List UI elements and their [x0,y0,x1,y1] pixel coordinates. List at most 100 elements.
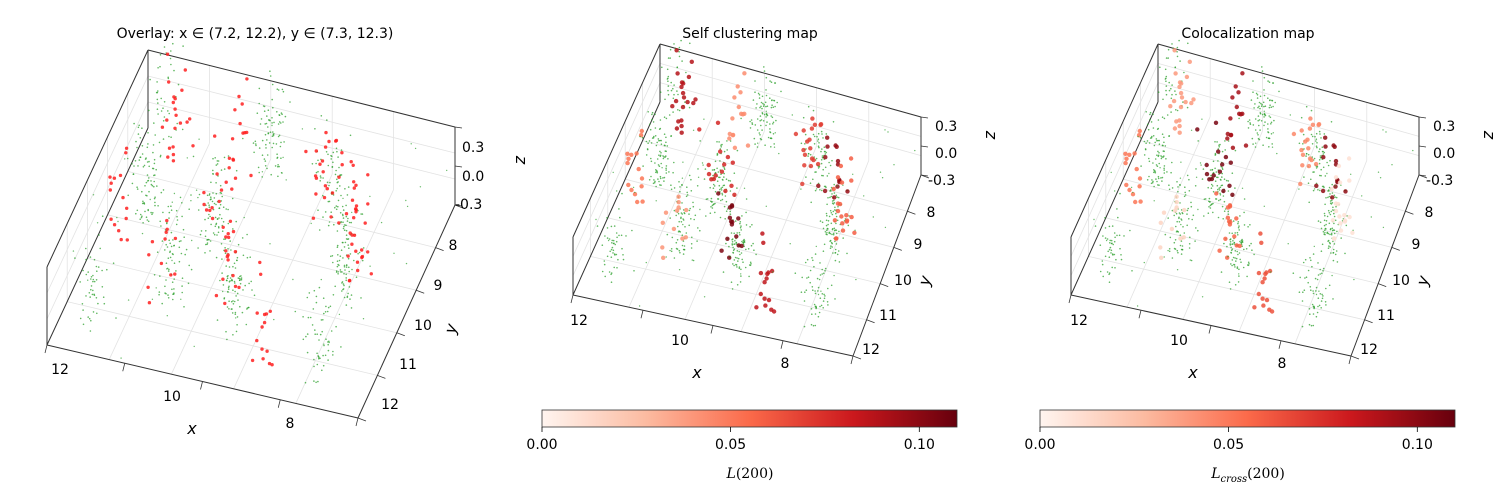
axis-line [1350,174,1420,357]
green-point [914,149,916,152]
green-point [1335,205,1337,208]
green-point [197,196,199,199]
red-point [259,272,263,276]
green-point [824,270,826,272]
green-point [612,239,615,242]
green-point [88,292,91,294]
green-point [153,197,156,200]
green-point [1321,272,1323,275]
red-point [729,222,735,227]
red-point [191,144,195,148]
red-point [337,175,341,179]
green-point [241,237,244,239]
green-point [173,192,176,195]
green-point [251,289,253,291]
green-point [681,213,684,215]
green-point [1180,248,1183,251]
green-point [725,200,728,203]
green-point [771,99,773,102]
green-point [230,300,233,303]
green-point [765,116,767,118]
green-point [638,305,641,307]
x-tick-label: 12 [1070,313,1088,329]
green-point [349,298,351,300]
green-point [837,196,840,199]
green-point [832,232,835,235]
green-point [818,311,821,314]
green-point [833,192,836,194]
green-point [1227,180,1230,182]
green-point [641,136,644,139]
z-axis-label: z [512,155,531,165]
red-point [202,190,206,195]
green-point [232,300,234,302]
green-point [817,167,820,169]
green-point [162,138,165,140]
red-point [221,277,225,281]
green-point [1259,129,1261,131]
red-point [267,361,272,366]
red-point [1264,297,1270,303]
red-point [1338,221,1343,226]
green-point [181,291,183,294]
red-point [1178,90,1184,96]
green-point [686,191,688,194]
green-point [90,285,93,287]
green-point [720,199,722,202]
green-point [348,266,350,269]
green-point [1238,252,1241,254]
red-point [754,305,759,310]
green-point [1161,144,1164,147]
axis-line [893,247,902,251]
green-point [1327,209,1330,212]
green-point [1303,176,1305,178]
green-point [763,66,765,68]
green-point [822,250,825,252]
green-point [815,307,817,310]
green-point [736,257,738,259]
red-point [722,162,727,167]
green-point [221,272,223,274]
green-point [1231,243,1233,245]
x-tick-label: 10 [671,333,689,349]
red-point [178,121,183,125]
green-point [1255,92,1258,95]
green-point [1156,180,1158,183]
green-point [266,154,269,156]
green-point [1310,133,1313,136]
green-point [1143,154,1146,156]
green-point [765,205,767,207]
scatter-points [72,42,448,384]
green-point [142,222,144,224]
green-point [810,201,812,204]
green-point [1256,94,1259,96]
green-point [709,186,711,189]
green-point [271,98,274,101]
green-point [1194,240,1196,242]
green-point [327,359,329,361]
green-point [1165,158,1167,160]
green-point [281,113,283,116]
green-point [1270,271,1272,273]
green-point [846,252,848,255]
green-point [658,165,661,167]
axis-line [628,116,713,308]
green-point [321,369,323,372]
axis-line [780,340,784,349]
green-point [650,175,652,178]
green-point [1332,209,1334,211]
green-point [1179,60,1181,62]
green-point [1168,81,1170,84]
red-point [674,126,680,131]
green-point [834,240,836,243]
green-point [718,176,720,179]
green-point [823,185,826,188]
green-point [650,142,653,144]
green-point [156,98,159,101]
green-point [1108,248,1111,251]
green-point [166,315,168,317]
green-point [1105,239,1108,242]
green-point [1240,241,1242,244]
red-point [1181,235,1187,240]
green-point [1119,247,1121,250]
